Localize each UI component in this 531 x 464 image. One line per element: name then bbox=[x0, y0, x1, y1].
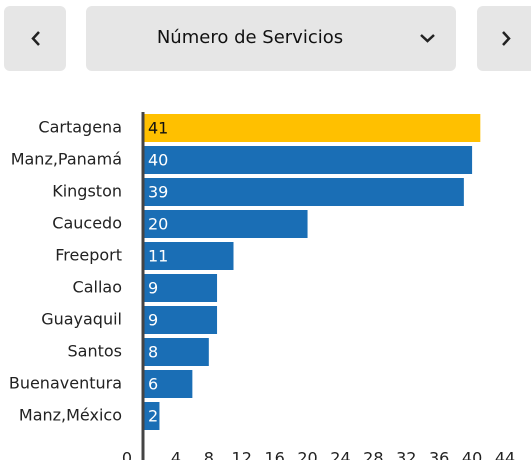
x-tick-label: 12 bbox=[232, 449, 252, 461]
value-label: 11 bbox=[148, 247, 168, 266]
bar bbox=[143, 210, 308, 238]
category-label: Caucedo bbox=[52, 214, 122, 233]
value-label: 20 bbox=[148, 215, 168, 234]
value-label: 9 bbox=[148, 311, 158, 330]
category-label: Freeport bbox=[55, 246, 122, 265]
x-tick-label: 20 bbox=[297, 449, 317, 461]
x-tick-label: 32 bbox=[396, 449, 416, 461]
category-label: Buenaventura bbox=[9, 374, 122, 393]
x-tick-label: 24 bbox=[330, 449, 350, 461]
bar bbox=[143, 242, 234, 270]
value-label: 41 bbox=[148, 119, 168, 138]
next-icon[interactable] bbox=[502, 31, 511, 46]
value-label: 9 bbox=[148, 279, 158, 298]
value-label: 6 bbox=[148, 375, 158, 394]
category-label: Manz,México bbox=[19, 406, 122, 425]
category-label: Guayaquil bbox=[41, 310, 122, 329]
value-label: 40 bbox=[148, 151, 168, 170]
x-tick-label: 28 bbox=[363, 449, 383, 461]
x-tick-label: 40 bbox=[462, 449, 482, 461]
category-label: Callao bbox=[73, 278, 122, 297]
prev-icon[interactable] bbox=[31, 31, 40, 46]
bar bbox=[143, 338, 209, 366]
x-tick-label: 4 bbox=[171, 449, 181, 461]
category-label: Cartagena bbox=[38, 118, 122, 137]
bar bbox=[143, 306, 218, 334]
bar bbox=[143, 146, 473, 174]
category-label: Santos bbox=[68, 342, 123, 361]
dropdown[interactable]: Número de Servicios bbox=[86, 6, 456, 71]
prev-button-bg[interactable] bbox=[4, 6, 66, 71]
prev-button[interactable] bbox=[4, 6, 66, 71]
x-tick-label: 44 bbox=[495, 449, 515, 461]
x-tick-label: 36 bbox=[429, 449, 449, 461]
bar bbox=[143, 402, 160, 430]
dropdown-icon[interactable] bbox=[420, 34, 435, 43]
bar bbox=[143, 370, 193, 398]
value-label: 8 bbox=[148, 343, 158, 362]
value-label: 2 bbox=[148, 407, 158, 426]
value-label: 39 bbox=[148, 183, 168, 202]
x-tick-label: 8 bbox=[204, 449, 214, 461]
next-button-bg[interactable] bbox=[477, 6, 531, 71]
next-button[interactable] bbox=[477, 6, 531, 71]
bar bbox=[143, 274, 218, 302]
dropdown-bg[interactable] bbox=[86, 6, 456, 71]
category-label: Kingston bbox=[52, 182, 122, 201]
x-tick-label: 16 bbox=[264, 449, 284, 461]
x-tick-label: 0 bbox=[122, 449, 132, 461]
category-label: Manz,Panamá bbox=[11, 150, 122, 169]
dropdown-label[interactable]: Número de Servicios bbox=[157, 27, 343, 48]
bar bbox=[143, 114, 481, 142]
bar bbox=[143, 178, 464, 206]
